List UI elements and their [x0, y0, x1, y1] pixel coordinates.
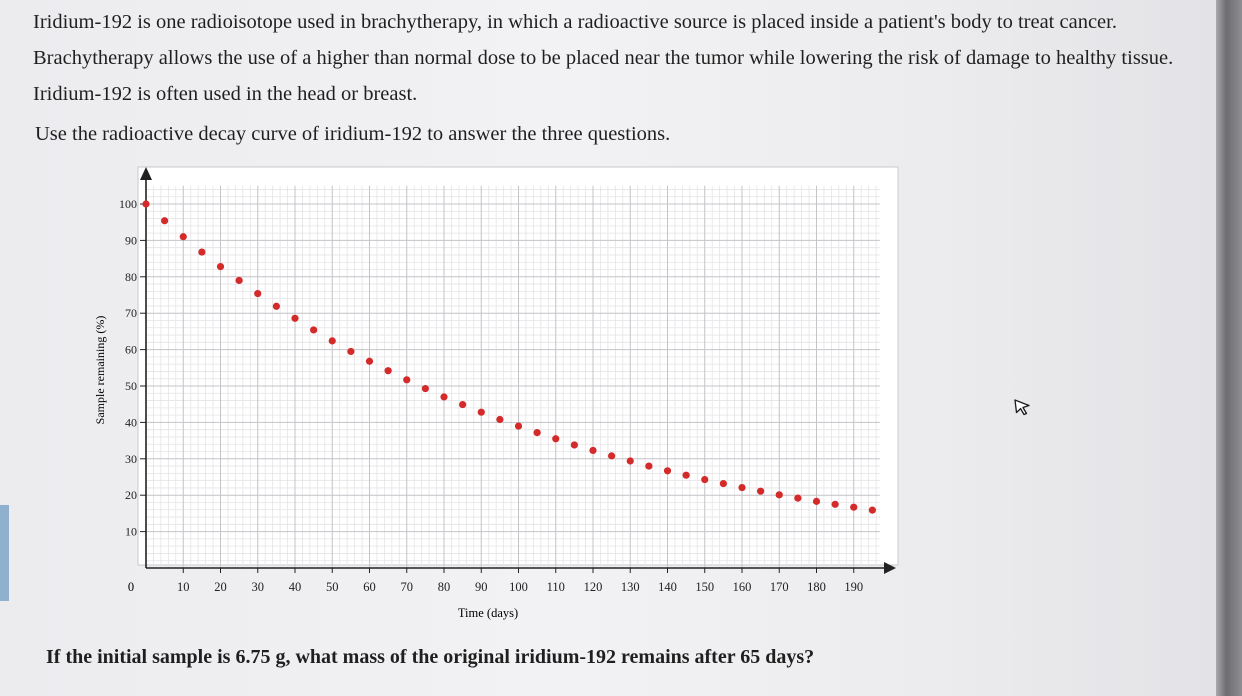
x-tick-label: 40: [289, 580, 302, 594]
y-axis-arrow: [140, 167, 152, 180]
intro-paragraph: Iridium-192 is one radioisotope used in …: [33, 11, 1174, 105]
y-tick-label: 20: [125, 488, 137, 502]
data-point: [310, 326, 318, 334]
data-point: [812, 497, 821, 505]
y-tick-label: 30: [125, 452, 137, 466]
x-tick-label: 80: [438, 580, 451, 594]
y-axis-label: Sample remaining (%): [93, 316, 107, 425]
data-point: [850, 503, 858, 511]
data-point: [757, 487, 765, 495]
x-tick-label: 190: [844, 580, 863, 594]
x-tick-label: 50: [326, 580, 339, 594]
data-point: [775, 491, 783, 499]
y-tick-label: 40: [125, 415, 137, 429]
data-point: [589, 446, 597, 455]
y-tick-label: 50: [125, 379, 137, 393]
data-point: [514, 422, 523, 430]
x-tick-label: 170: [770, 580, 789, 594]
data-point: [403, 376, 411, 384]
y-tick-label: 10: [125, 525, 137, 539]
data-points: [142, 200, 876, 514]
data-point: [459, 400, 467, 409]
data-point: [179, 233, 187, 241]
x-tick-label: 10: [177, 580, 190, 594]
data-point: [831, 500, 839, 508]
x-tick-label: 130: [621, 580, 640, 594]
x-tick-label: 160: [733, 580, 752, 594]
data-point: [701, 475, 709, 484]
data-point: [440, 393, 448, 401]
x-tick-label: 30: [252, 580, 265, 594]
y-tick-label: 80: [125, 270, 137, 284]
data-point: [384, 367, 392, 375]
data-point: [254, 289, 262, 298]
x-tick-label: 120: [584, 580, 603, 594]
data-point: [608, 452, 616, 460]
x-tick-label: 20: [214, 580, 227, 594]
data-point: [738, 483, 746, 492]
x-tick-label: 150: [695, 580, 714, 594]
x-tick-label: 140: [658, 580, 677, 594]
data-point: [552, 435, 560, 443]
question-text: If the initial sample is 6.75 g, what ma…: [46, 646, 815, 668]
data-point: [477, 408, 485, 416]
data-point: [496, 415, 504, 424]
axes: [140, 167, 896, 574]
x-tick-label: 60: [363, 580, 376, 594]
y-tick-label: 100: [119, 197, 137, 211]
data-point: [570, 441, 578, 449]
data-point: [235, 276, 243, 285]
data-point: [272, 302, 280, 310]
x-tick-label: 100: [509, 580, 528, 594]
data-point: [663, 467, 672, 475]
x-axis-arrow: [884, 562, 896, 574]
ticks: 10 20 30 40 50 60 70 80 90 100 110 120 130 140 150 160 1…: [119, 197, 863, 594]
x-tick-label: 70: [401, 580, 414, 594]
data-point: [347, 347, 355, 356]
x-tick-label: 110: [547, 580, 565, 594]
data-point: [216, 263, 225, 271]
y-tick-label: 60: [125, 343, 137, 357]
data-point: [719, 479, 727, 488]
y-tick-label: 70: [125, 306, 137, 320]
mouse-cursor-icon: [1014, 399, 1030, 416]
data-point: [626, 457, 634, 465]
origin-label: 0: [128, 580, 134, 594]
data-point: [868, 506, 876, 514]
left-edge-accent: [0, 505, 9, 601]
data-point: [421, 384, 429, 393]
data-point: [142, 200, 150, 208]
data-point: [533, 428, 541, 437]
data-point: [291, 314, 299, 322]
data-point: [161, 217, 169, 225]
x-tick-label: 90: [475, 580, 488, 594]
data-point: [682, 471, 690, 479]
data-point: [365, 357, 374, 365]
data-point: [328, 337, 336, 345]
screen-edge: [1216, 0, 1242, 696]
y-tick-label: 90: [125, 233, 137, 247]
data-point: [794, 494, 802, 502]
data-point: [198, 248, 206, 256]
grid-lines: [146, 185, 880, 568]
x-tick-label: 180: [807, 580, 826, 594]
x-axis-label: Time (days): [458, 606, 518, 620]
data-point: [645, 462, 653, 470]
instruction-text: Use the radioactive decay curve of iridi…: [35, 123, 671, 145]
